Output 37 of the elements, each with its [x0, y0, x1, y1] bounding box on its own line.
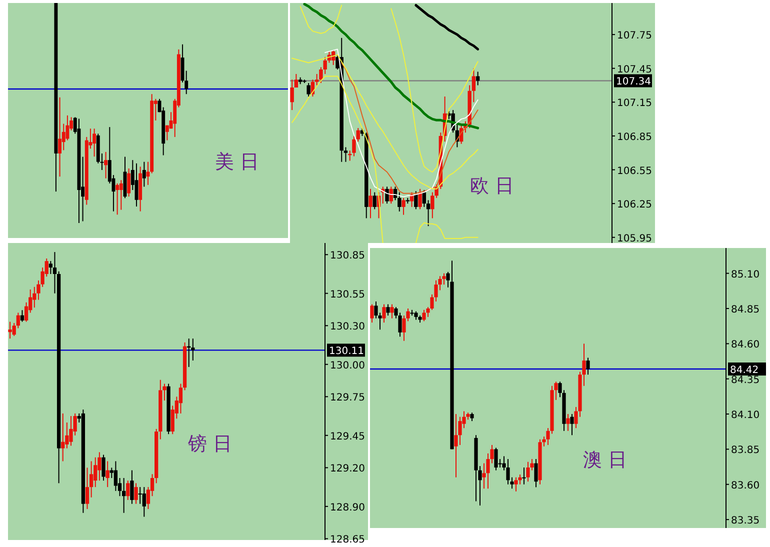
y-tick-label: 83.35 [731, 516, 760, 527]
y-tick-label: 106.25 [617, 200, 652, 211]
annotation: 澳日 [583, 449, 633, 471]
annotation: 镑日 [187, 433, 238, 455]
line-series [390, 8, 478, 173]
y-tick-label: 130.30 [330, 322, 365, 333]
line-series [300, 4, 342, 34]
y-tick-label: 84.35 [731, 374, 760, 386]
y-tick-label: 129.45 [330, 431, 365, 442]
annotation: 欧日 [470, 175, 520, 197]
y-tick-label: 129.20 [330, 464, 365, 475]
y-tick-label: 129.75 [330, 392, 365, 404]
y-tick-label: 128.90 [330, 502, 365, 514]
line-series [415, 222, 478, 243]
y-tick-label: 105.95 [617, 233, 652, 244]
y-tick-label: 84.60 [731, 340, 760, 351]
y-tick-label: 130.55 [330, 289, 365, 300]
y-tick-label: 128.65 [330, 534, 365, 546]
y-tick-label: 107.45 [617, 64, 652, 76]
annotation: 美日 [215, 151, 265, 173]
y-tick-label: 83.85 [731, 445, 760, 456]
y-tick-label: 106.85 [617, 132, 652, 143]
candlestick [138, 487, 142, 504]
line-series [414, 4, 480, 50]
y-tick-label: 83.60 [731, 480, 760, 492]
y-tick-label: 106.55 [617, 166, 652, 177]
y-tick-label: 130.85 [330, 250, 365, 262]
y-tick-label: 84.85 [731, 304, 760, 316]
candlestick [522, 467, 526, 484]
y-tick-label: 107.15 [617, 98, 652, 110]
ref-line-label: 107.34 [616, 76, 651, 88]
ref-line-label: 130.11 [329, 346, 364, 358]
ref-line-label: 84.42 [730, 365, 759, 376]
y-tick-label: 107.75 [617, 30, 652, 42]
y-tick-label: 85.10 [731, 269, 760, 280]
y-tick-label: 84.10 [731, 410, 760, 422]
y-tick-label: 130.00 [330, 360, 365, 372]
